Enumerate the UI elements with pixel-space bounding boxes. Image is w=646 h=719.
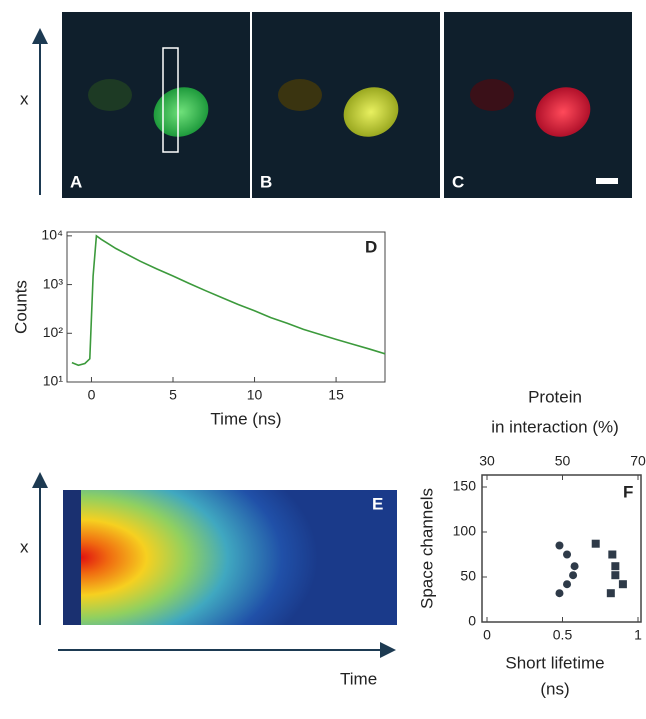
panel-label: A bbox=[70, 172, 82, 191]
y-tick-label: 10³ bbox=[43, 275, 64, 291]
point bbox=[563, 550, 572, 559]
x2-tick-label: 50 bbox=[555, 453, 571, 469]
x2-tick-label: 30 bbox=[479, 453, 495, 469]
panel-label: C bbox=[452, 172, 464, 191]
point bbox=[618, 580, 627, 589]
kymograph: E x Time bbox=[20, 472, 397, 688]
x2-axis-label: Protein bbox=[528, 387, 582, 406]
plot-frame bbox=[481, 474, 642, 623]
axis-label: x bbox=[20, 89, 29, 108]
kymo-edge bbox=[63, 490, 81, 625]
kymo-image bbox=[80, 490, 397, 625]
y-axis-label: Space channels bbox=[417, 488, 436, 609]
plot-frame bbox=[66, 231, 386, 383]
x-tick-label: 0 bbox=[88, 387, 96, 403]
axis-label: x bbox=[20, 537, 29, 556]
point bbox=[611, 562, 620, 571]
x-tick-label: 0.5 bbox=[553, 627, 573, 643]
point bbox=[569, 571, 578, 580]
nucleus bbox=[470, 79, 514, 111]
image-panels: A B C x bbox=[20, 12, 632, 198]
y-tick-label: 50 bbox=[460, 568, 476, 584]
arrow-head bbox=[32, 472, 48, 488]
y-tick-label: 150 bbox=[453, 478, 477, 494]
x2-axis-label: in interaction (%) bbox=[491, 417, 619, 436]
nucleus bbox=[343, 87, 399, 137]
point bbox=[591, 539, 600, 548]
nucleus bbox=[153, 87, 209, 137]
scale-bar bbox=[596, 178, 618, 184]
roi-box bbox=[162, 47, 179, 153]
point bbox=[563, 580, 572, 589]
panel-label: D bbox=[365, 237, 377, 256]
x-tick-label: 15 bbox=[328, 387, 344, 403]
point bbox=[570, 562, 579, 571]
point bbox=[606, 589, 615, 598]
panel-label: F bbox=[623, 482, 633, 501]
y-tick-label: 10⁴ bbox=[41, 227, 63, 243]
x-tick-label: 5 bbox=[169, 387, 177, 403]
nucleus bbox=[535, 87, 591, 137]
axis-label: Time bbox=[340, 669, 377, 688]
nucleus bbox=[278, 79, 322, 111]
y-tick-label: 0 bbox=[468, 613, 476, 629]
y-tick-label: 100 bbox=[453, 523, 477, 539]
y-tick-label: 10¹ bbox=[43, 373, 64, 389]
y-tick-label: 10² bbox=[43, 324, 64, 340]
x-tick-label: 1 bbox=[634, 627, 642, 643]
x-tick-label: 10 bbox=[247, 387, 263, 403]
point bbox=[555, 589, 564, 598]
arrow-head bbox=[32, 28, 48, 44]
panel-label: E bbox=[372, 494, 383, 513]
x-axis-label: Time (ns) bbox=[210, 409, 281, 428]
x-axis-label: (ns) bbox=[540, 679, 569, 698]
panel-label: B bbox=[260, 172, 272, 191]
nucleus bbox=[88, 79, 132, 111]
point bbox=[608, 550, 617, 559]
x-tick-label: 0 bbox=[483, 627, 491, 643]
x-axis-label: Short lifetime bbox=[505, 653, 604, 672]
point bbox=[555, 541, 564, 550]
x2-tick-label: 70 bbox=[630, 453, 646, 469]
point bbox=[611, 571, 620, 580]
decay-curve bbox=[71, 234, 386, 367]
y-axis-label: Counts bbox=[11, 280, 30, 334]
arrow-head bbox=[380, 642, 396, 658]
